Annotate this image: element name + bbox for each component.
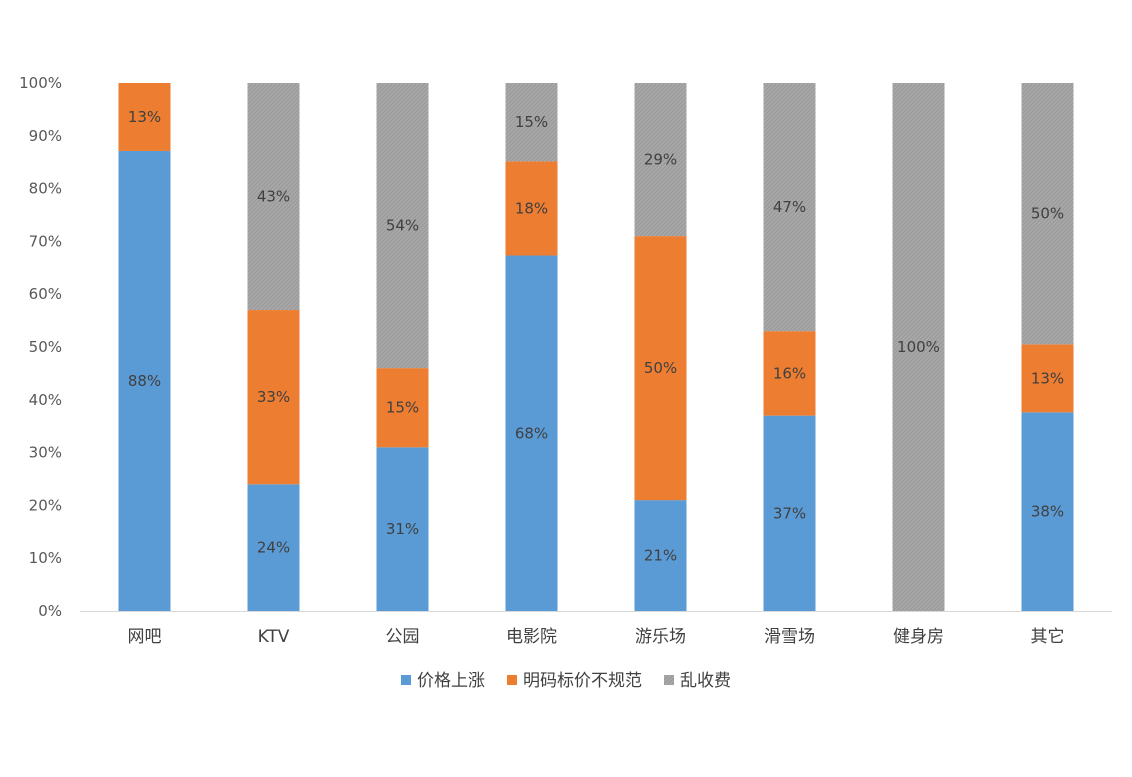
bar-segment — [1021, 83, 1074, 345]
category-label: KTV — [258, 627, 290, 647]
bar-segment — [376, 447, 429, 611]
data-label: 68% — [515, 424, 548, 442]
y-tick-label: 70% — [29, 232, 62, 250]
data-label: 15% — [386, 399, 419, 417]
data-label: 31% — [386, 520, 419, 538]
y-tick-label: 80% — [29, 180, 62, 198]
category-label: 其它 — [1031, 627, 1065, 647]
legend-swatch — [664, 675, 674, 685]
bar-segment — [247, 83, 300, 311]
category-label: 电影院 — [506, 627, 557, 647]
legend-swatch — [507, 675, 517, 685]
data-label: 33% — [257, 388, 290, 406]
data-label: 50% — [1031, 205, 1064, 223]
bar-segment — [118, 150, 171, 612]
bar-segment — [634, 500, 687, 611]
data-label: 88% — [128, 372, 161, 390]
data-label: 43% — [257, 188, 290, 206]
legend: 价格上涨 明码标价不规范 乱收费 — [401, 671, 731, 691]
bar-segment — [247, 310, 300, 485]
y-tick-label: 0% — [38, 602, 62, 620]
category-label: 健身房 — [893, 627, 944, 647]
bar-segment — [376, 83, 429, 369]
y-tick-label: 10% — [29, 549, 62, 567]
legend-label: 乱收费 — [680, 671, 731, 691]
bar-segment — [247, 484, 300, 611]
data-label: 100% — [897, 338, 940, 356]
bar-segment — [376, 368, 429, 448]
bar-segment — [1021, 412, 1074, 611]
bar-segment — [505, 255, 558, 612]
data-label: 50% — [644, 359, 677, 377]
data-label: 18% — [515, 199, 548, 217]
bar-segment — [892, 83, 945, 611]
category-label: 网吧 — [128, 627, 162, 647]
category-label: 游乐场 — [635, 627, 686, 647]
category-label: 公园 — [386, 627, 420, 647]
bar-segment — [634, 236, 687, 501]
bars — [118, 83, 1074, 612]
data-label: 47% — [773, 198, 806, 216]
y-tick-label: 50% — [29, 338, 62, 356]
y-axis: 0% 10% 20% 30% 40% 50% 60% 70% 80% 90% 100% — [19, 74, 62, 620]
data-label: 54% — [386, 217, 419, 235]
legend-label: 明码标价不规范 — [523, 671, 642, 691]
bar-segment — [763, 331, 816, 416]
x-axis: 网吧 KTV 公园 电影院 游乐场 滑雪场 健身房 其它 — [80, 611, 1112, 647]
data-label: 15% — [515, 113, 548, 131]
bar-segment — [763, 415, 816, 611]
category-label: 滑雪场 — [764, 627, 815, 647]
data-label: 16% — [773, 364, 806, 382]
data-label: 13% — [1031, 369, 1064, 387]
y-tick-label: 60% — [29, 285, 62, 303]
bar-segment — [634, 83, 687, 237]
data-label: 24% — [257, 539, 290, 557]
data-label: 29% — [644, 151, 677, 169]
y-tick-label: 20% — [29, 496, 62, 514]
y-tick-label: 40% — [29, 391, 62, 409]
bar-segment — [1021, 344, 1074, 413]
y-tick-label: 90% — [29, 127, 62, 145]
y-tick-label: 100% — [19, 74, 62, 92]
legend-swatch — [401, 675, 411, 685]
data-label: 21% — [644, 547, 677, 565]
bar-segment — [505, 161, 558, 256]
bar-segment — [118, 83, 171, 151]
bar-segment — [763, 83, 816, 332]
data-label: 13% — [128, 108, 161, 126]
data-label: 38% — [1031, 503, 1064, 521]
legend-label: 价格上涨 — [417, 671, 485, 691]
y-tick-label: 30% — [29, 444, 62, 462]
bar-segment — [505, 83, 558, 162]
data-labels: 88% 13% 24% 33% 43% 31% 15% 54% 68% 18% 15% 21% 50% 2… — [128, 108, 1064, 565]
data-label: 37% — [773, 504, 806, 522]
